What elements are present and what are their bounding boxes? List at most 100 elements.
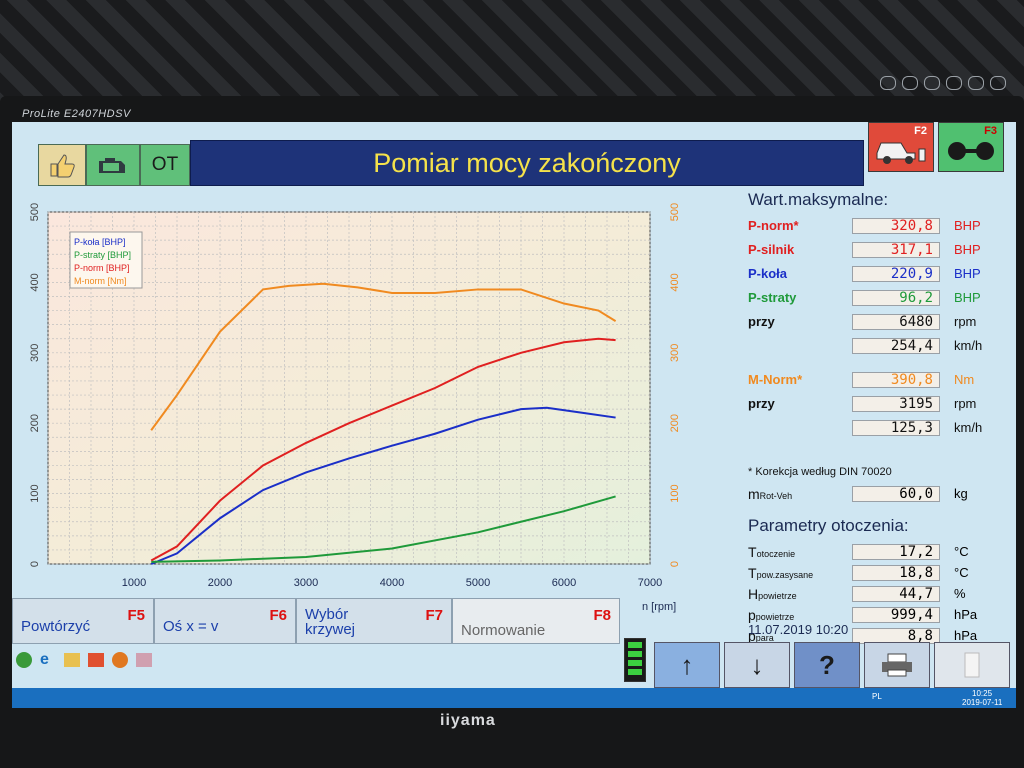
monitor-buttons [880, 76, 1006, 90]
tick-labels: 1000 2000 3000 4000 5000 6000 7000010020030040… [29, 203, 681, 589]
max-row: 125,3 km/h [742, 420, 1012, 438]
header: OT Pomiar mocy zakończony F2 F3 [12, 122, 1016, 186]
f5-label: Powtórzyć [21, 618, 91, 635]
max-row: P-norm* 320,8 BHP [742, 218, 1012, 236]
legend-entry: P-straty [BHP] [74, 250, 131, 260]
ot-button[interactable]: OT [140, 144, 190, 186]
taskbar-time[interactable]: 10:25 [972, 689, 993, 698]
env-value: 8,8 [852, 628, 940, 644]
legend-entry: M-norm [Nm] [74, 276, 127, 286]
legend-entry: P-norm [BHP] [74, 263, 130, 273]
f3-key: F3 [984, 125, 997, 137]
env-label: Hpowietrze [748, 586, 797, 602]
max-label: P-norm* [748, 218, 799, 233]
taskbar-lang[interactable]: PL [872, 692, 882, 701]
mrot-label: mRot-Veh [748, 486, 793, 502]
max-unit: BHP [954, 290, 981, 305]
y-left-tick-label: 300 [29, 344, 41, 362]
thumb-up-icon[interactable] [38, 144, 86, 186]
arrow-up-icon[interactable]: ↑ [654, 642, 720, 688]
y-right-tick-label: 300 [669, 344, 681, 362]
y-right-tick-label: 0 [669, 561, 681, 567]
x-tick-label: 1000 [122, 577, 146, 589]
y-left-tick-label: 500 [29, 203, 41, 221]
x-tick-label: 4000 [380, 577, 404, 589]
max-value: 125,3 [852, 420, 940, 436]
page-title: Pomiar mocy zakończony [190, 140, 864, 186]
f6-key: F6 [269, 607, 287, 624]
start-icon[interactable] [16, 652, 32, 668]
engine-icon[interactable] [86, 144, 140, 186]
ie-icon[interactable]: e [40, 651, 49, 668]
monitor-button[interactable] [946, 76, 962, 90]
chart-svg: 1000 2000 3000 4000 5000 6000 7000010020030040… [29, 203, 681, 613]
monitor-button[interactable] [990, 76, 1006, 90]
f2-key: F2 [914, 125, 927, 137]
f7-key: F7 [425, 607, 443, 624]
rollers-icon [948, 142, 994, 160]
max-label: przy [748, 396, 775, 411]
series-line-2 [150, 337, 616, 562]
monitor-button[interactable] [880, 76, 896, 90]
f8-label: Normowanie [461, 622, 546, 639]
max-value: 254,4 [852, 338, 940, 354]
f7-curve-button[interactable]: Wybór krzywej F7 [296, 598, 452, 644]
taskbar-icons: e [12, 648, 196, 672]
max-row: M-Norm* 390,8 Nm [742, 372, 1012, 390]
env-value: 17,2 [852, 544, 940, 560]
f5-repeat-button[interactable]: Powtórzyć F5 [12, 598, 154, 644]
f8-key: F8 [593, 607, 611, 624]
monitor-button[interactable] [968, 76, 984, 90]
series-lines [150, 282, 617, 565]
y-right-tick-label: 500 [669, 203, 681, 221]
env-unit: hPa [954, 607, 978, 622]
chart-legend: P-koła [BHP] P-straty [BHP] P-norm [BHP] M-… [69, 231, 143, 289]
grid [47, 211, 651, 565]
f7-label: Wybór krzywej [305, 606, 356, 638]
env-unit: °C [954, 544, 969, 559]
series-line-3 [150, 282, 617, 431]
max-row: 254,4 km/h [742, 338, 1012, 356]
f8-normalize-button[interactable]: Normowanie F8 [452, 598, 620, 644]
y-right-tick-label: 400 [669, 273, 681, 291]
env-unit: hPa [954, 628, 978, 643]
y-left-tick-label: 400 [29, 273, 41, 291]
level-indicator [624, 638, 646, 682]
correction-note: * Korekcja według DIN 70020 [748, 466, 892, 478]
env-row: Tpow.zasysane 18,8 °C [742, 565, 1012, 583]
legend-box [69, 231, 143, 289]
f5-key: F5 [127, 607, 145, 624]
car-icon [876, 142, 926, 164]
dyno-screen: OT Pomiar mocy zakończony F2 F3 1000 2000… [12, 122, 1016, 708]
max-value: 6480 [852, 314, 940, 330]
help-icon[interactable]: ? [794, 642, 860, 688]
max-unit: Nm [954, 372, 975, 387]
app-icon[interactable] [136, 653, 152, 667]
max-unit: BHP [954, 266, 981, 281]
media-icon[interactable] [88, 653, 104, 667]
windows-taskbar: PL 10:25 2019-07-11 e [12, 648, 1016, 708]
datetime: 11.07.2019 10:20 [748, 622, 849, 637]
arrow-down-icon[interactable]: ↓ [724, 642, 790, 688]
f2-car-button[interactable]: F2 [868, 122, 934, 172]
max-row: P-straty 96,2 BHP [742, 290, 1012, 308]
env-label: ppowietrze [748, 607, 795, 623]
x-tick-label: 2000 [208, 577, 232, 589]
y-left-tick-label: 200 [29, 414, 41, 432]
printer-icon[interactable] [864, 642, 930, 688]
monitor-button[interactable] [902, 76, 918, 90]
env-row: Totoczenie 17,2 °C [742, 544, 1012, 562]
folder-icon[interactable] [64, 653, 80, 667]
taskbar-date[interactable]: 2019-07-11 [962, 698, 1003, 707]
max-row: P-silnik 317,1 BHP [742, 242, 1012, 260]
env-row: ppowietrze 999,4 hPa [742, 607, 1012, 625]
max-label: M-Norm* [748, 372, 803, 387]
monitor-button[interactable] [924, 76, 940, 90]
f3-rollers-button[interactable]: F3 [938, 122, 1004, 172]
firefox-icon[interactable] [112, 652, 128, 668]
env-title: Parametry otoczenia: [748, 516, 909, 535]
max-unit: km/h [954, 420, 983, 435]
max-value: 96,2 [852, 290, 940, 306]
f6-axis-button[interactable]: Oś x = v F6 [154, 598, 296, 644]
door-icon[interactable] [934, 642, 1010, 688]
